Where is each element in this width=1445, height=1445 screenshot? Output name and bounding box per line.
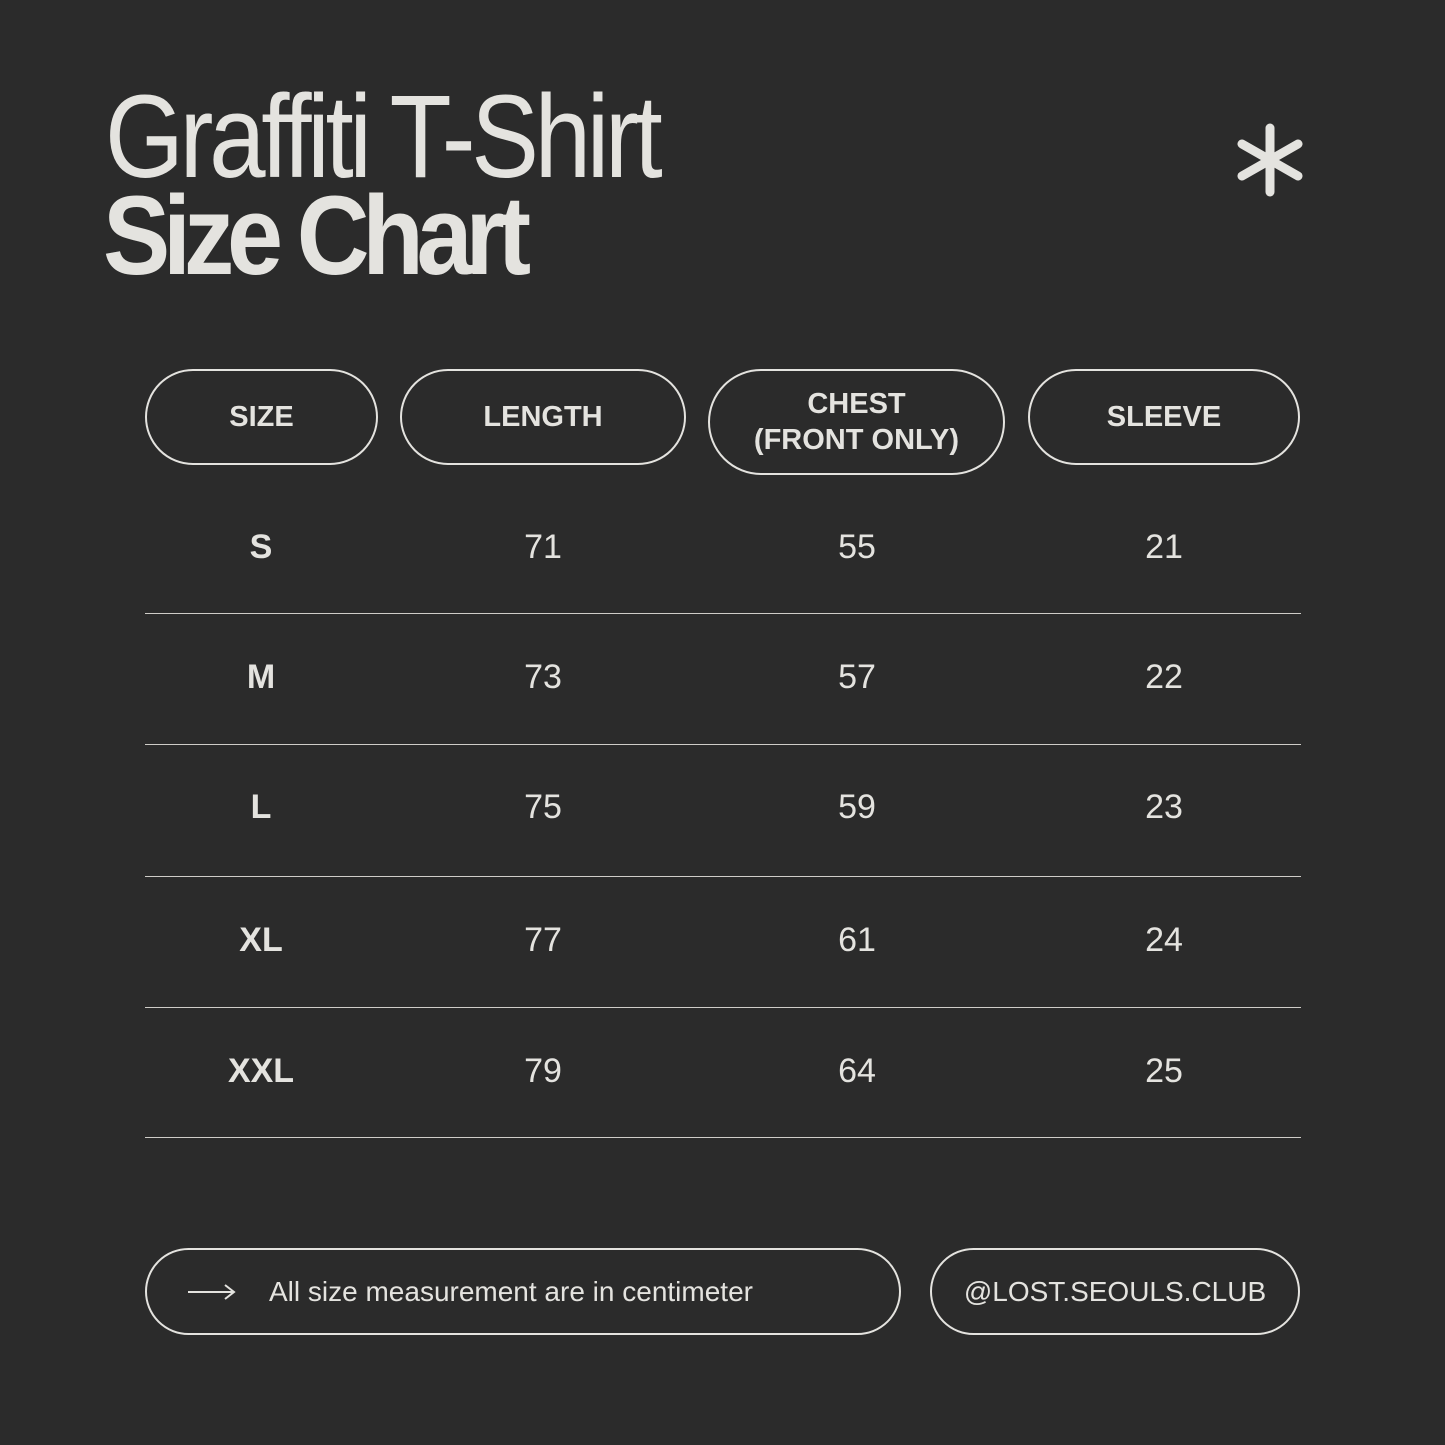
measurement-cell: 25: [1145, 1052, 1183, 1090]
header-chest: CHEST (FRONT ONLY): [708, 369, 1005, 475]
measurement-cell: 64: [838, 1052, 876, 1090]
header-sleeve: SLEEVE: [1028, 369, 1300, 465]
measurement-cell: 23: [1145, 788, 1183, 826]
measurement-cell: 79: [524, 1052, 562, 1090]
size-label: M: [246, 658, 276, 696]
asterisk-icon: [1237, 123, 1303, 197]
title-size-chart: Size Chart: [103, 173, 531, 298]
row-divider: [145, 1007, 1301, 1008]
measurement-cell: 21: [1145, 528, 1183, 566]
header-length: LENGTH: [400, 369, 686, 465]
arrow-right-icon: [188, 1283, 236, 1300]
row-divider: [145, 876, 1301, 877]
title-product: Graffiti T-Shirt: [105, 71, 663, 203]
size-label: L: [250, 788, 272, 826]
measurement-cell: 71: [524, 528, 562, 566]
unit-note-text: All size measurement are in centimeter: [269, 1275, 753, 1307]
size-label: XXL: [227, 1052, 295, 1090]
measurement-cell: 73: [524, 658, 562, 696]
unit-note: All size measurement are in centimeter: [145, 1248, 901, 1335]
size-label: S: [249, 528, 273, 566]
header-size: SIZE: [145, 369, 378, 465]
measurement-cell: 61: [838, 921, 876, 959]
measurement-cell: 55: [838, 528, 876, 566]
measurement-cell: 22: [1145, 658, 1183, 696]
measurement-cell: 57: [838, 658, 876, 696]
measurement-cell: 77: [524, 921, 562, 959]
measurement-cell: 24: [1145, 921, 1183, 959]
size-label: XL: [239, 921, 283, 959]
measurement-cell: 75: [524, 788, 562, 826]
row-divider: [145, 1137, 1301, 1138]
row-divider: [145, 613, 1301, 614]
social-handle: @LOST.SEOULS.CLUB: [930, 1248, 1300, 1335]
measurement-cell: 59: [838, 788, 876, 826]
row-divider: [145, 744, 1301, 745]
